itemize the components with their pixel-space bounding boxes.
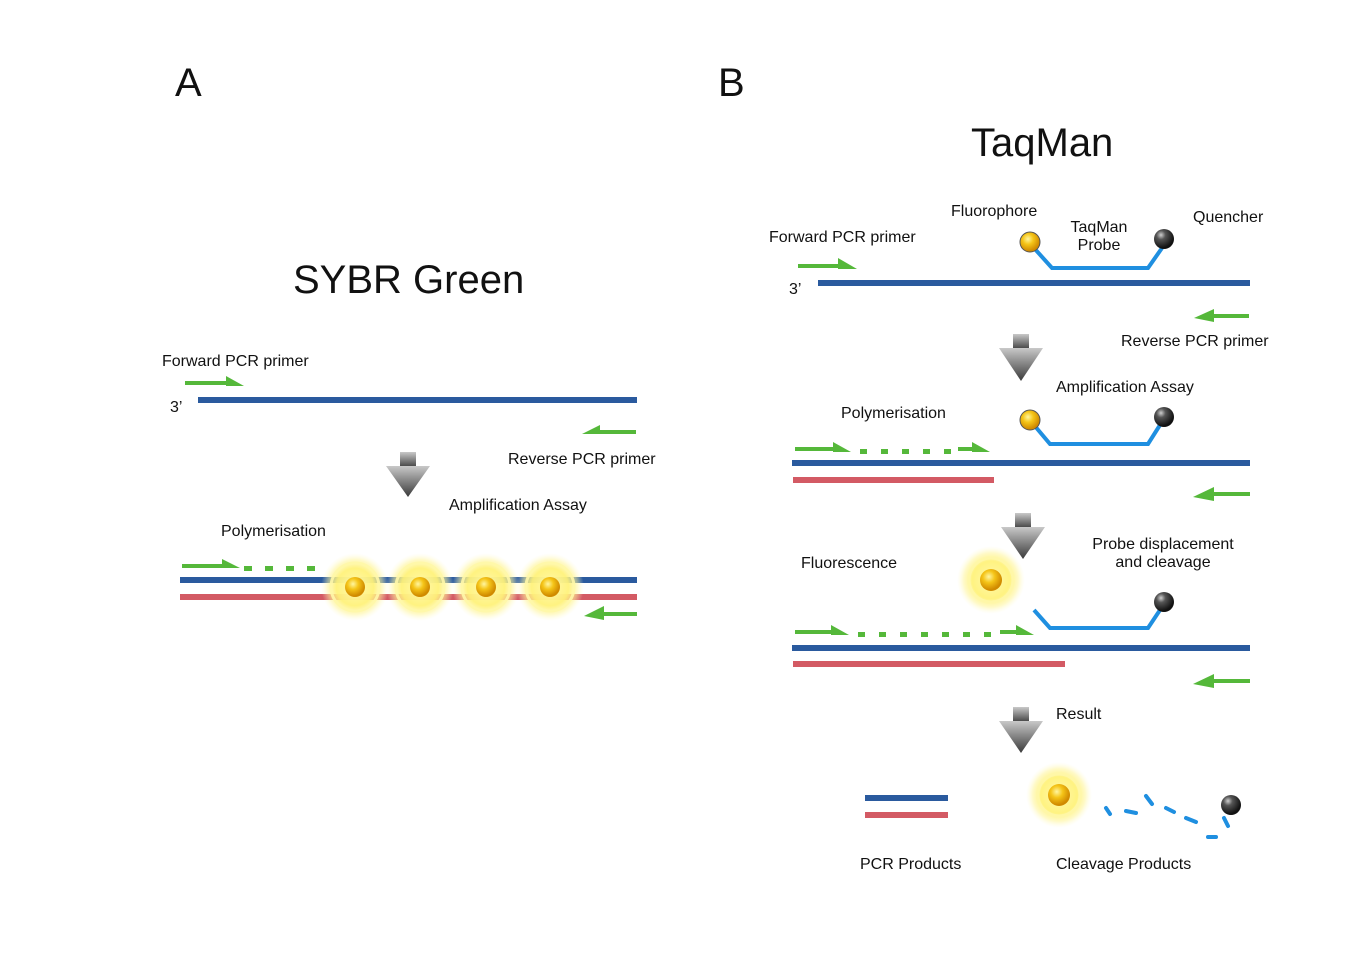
sybr-reverse-primer-label: Reverse PCR primer [508,451,656,468]
panel-a-letter: A [175,61,202,105]
sybr-three-prime-label: 3’ [170,399,183,416]
taqman-probe-stage2 [1019,407,1174,446]
sybr-reverse-primer-arrow [582,425,636,434]
taqman-polymerisation-label: Polymerisation [841,405,946,422]
taqman-down-arrow-1 [999,334,1043,381]
fluorescence-label: Fluorescence [801,555,898,572]
sybr-dye-glow-4 [516,553,584,621]
taqman-free-fluorophore [1026,762,1092,828]
taqman-reverse-primer-arrow [1194,309,1249,322]
taqman-down-arrow-2 [1001,513,1045,559]
taqman-probe-label-line1: TaqMan [1070,219,1128,236]
taqman-reverse-primer-label: Reverse PCR primer [1121,333,1269,350]
sybr-forward-primer-arrow [185,376,244,386]
fluorophore-label: Fluorophore [951,203,1038,220]
taqman-cleaved-probe-fragments [1104,794,1230,839]
sybr-down-arrow [386,452,430,497]
taqman-stage3-polymerisation-arrow [795,625,1034,637]
taqman-amplification-label: Amplification Assay [1056,379,1194,396]
taqman-panel [792,229,1250,839]
sybr-bottom-reverse-primer [584,606,637,620]
sybr-green-title: SYBR Green [293,258,525,302]
sybr-dye-glow-2 [386,553,454,621]
taqman-stage2-reverse-primer [1193,487,1250,501]
taqman-free-quencher [1221,795,1241,815]
taqman-forward-primer-arrow [798,258,857,269]
taqman-probe-label-line2: Probe [1077,237,1121,254]
taqman-stage3-reverse-primer [1193,674,1250,688]
taqman-three-prime-label: 3’ [789,281,802,298]
taqman-down-arrow-3 [999,707,1043,753]
sybr-dye-glow-1 [321,553,389,621]
result-label: Result [1056,706,1102,723]
taqman-released-fluorophore [957,546,1025,614]
taqman-pcr-product [865,795,948,818]
probe-displacement-label-line1: Probe displacement [1092,536,1234,553]
sybr-panel [180,376,637,621]
sybr-dye-glow-3 [452,553,520,621]
sybr-forward-primer-label: Forward PCR primer [162,353,309,370]
taqman-polymerisation-arrow [795,442,990,454]
sybr-polymerisation-arrow [182,559,315,571]
sybr-amplification-label: Amplification Assay [449,497,587,514]
taqman-probe-intact [1019,229,1174,270]
taqman-probe-displaced [1032,592,1174,630]
pcr-products-label: PCR Products [860,856,962,873]
taqman-forward-primer-label: Forward PCR primer [769,229,916,246]
quencher-label: Quencher [1193,209,1264,226]
sybr-polymerisation-label: Polymerisation [221,523,326,540]
probe-displacement-label-line2: and cleavage [1115,554,1211,571]
cleavage-products-label: Cleavage Products [1056,856,1192,873]
taqman-title: TaqMan [971,121,1114,165]
panel-b-letter: B [718,61,745,105]
